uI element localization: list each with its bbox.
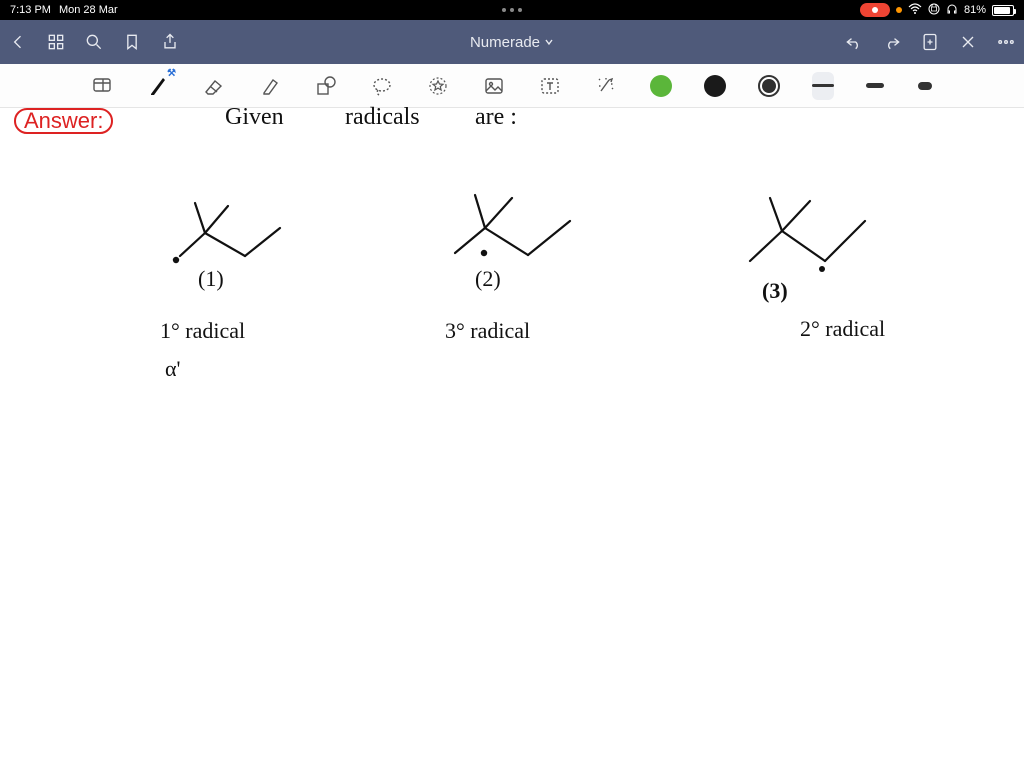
multitask-dots[interactable] (502, 8, 522, 12)
mic-indicator-dot (896, 7, 902, 13)
readonly-tool[interactable] (90, 72, 114, 100)
mol1-label: 1° radical (160, 318, 245, 344)
battery-percent: 81% (964, 4, 986, 16)
pen-tool[interactable]: ⚒ (146, 72, 170, 100)
stroke-thin[interactable] (812, 72, 834, 100)
laser-tool[interactable] (594, 72, 618, 100)
heading-word-1: Given (225, 104, 284, 131)
undo-button[interactable] (844, 32, 864, 52)
drawing-toolbar: ⚒ (0, 64, 1024, 108)
status-time: 7:13 PM (10, 4, 51, 16)
extra-alpha: α' (165, 356, 181, 382)
mol3-number: (3) (762, 278, 788, 304)
search-button[interactable] (84, 32, 104, 52)
status-left: 7:13 PM Mon 28 Mar (10, 4, 118, 16)
orientation-lock-icon (928, 3, 940, 18)
molecule-3 (730, 183, 890, 293)
molecule-2 (430, 183, 590, 283)
chevron-down-icon (544, 37, 554, 47)
add-page-button[interactable] (920, 32, 940, 52)
shape-tool[interactable] (314, 72, 338, 100)
grid-button[interactable] (46, 32, 66, 52)
color-green[interactable] (650, 72, 672, 100)
stroke-thick[interactable] (916, 72, 934, 100)
image-tool[interactable] (482, 72, 506, 100)
heading-word-2: radicals (345, 104, 420, 131)
eraser-tool[interactable] (202, 72, 226, 100)
screen-record-indicator[interactable] (860, 3, 890, 17)
heading-word-3: are : (475, 104, 517, 131)
color-darkgray[interactable] (758, 72, 780, 100)
mol2-label: 3° radical (445, 318, 530, 344)
redo-button[interactable] (882, 32, 902, 52)
lasso-tool[interactable] (370, 72, 394, 100)
app-nav-bar: Numerade (0, 20, 1024, 64)
mol1-number: (1) (198, 266, 224, 292)
note-canvas[interactable]: Answer: Given radicals are : (1) 1° radi… (0, 108, 1024, 768)
bookmark-button[interactable] (122, 32, 142, 52)
battery-icon (992, 5, 1014, 16)
mol3-label: 2° radical (800, 316, 885, 342)
headphones-icon (946, 3, 958, 18)
more-button[interactable] (996, 32, 1016, 52)
text-tool[interactable] (538, 72, 562, 100)
bluetooth-icon: ⚒ (167, 68, 176, 79)
status-bar: 7:13 PM Mon 28 Mar 81% (0, 0, 1024, 20)
highlighter-tool[interactable] (258, 72, 282, 100)
answer-badge: Answer: (14, 108, 113, 134)
share-button[interactable] (160, 32, 180, 52)
close-button[interactable] (958, 32, 978, 52)
status-date: Mon 28 Mar (59, 4, 118, 16)
status-right: 81% (860, 3, 1014, 18)
wifi-icon (908, 3, 922, 17)
stroke-medium[interactable] (866, 72, 884, 100)
favorites-tool[interactable] (426, 72, 450, 100)
document-title-text: Numerade (470, 34, 540, 51)
document-title[interactable]: Numerade (470, 34, 554, 51)
mol2-number: (2) (475, 266, 501, 292)
back-button[interactable] (8, 32, 28, 52)
color-black[interactable] (704, 72, 726, 100)
molecule-1 (150, 188, 300, 288)
